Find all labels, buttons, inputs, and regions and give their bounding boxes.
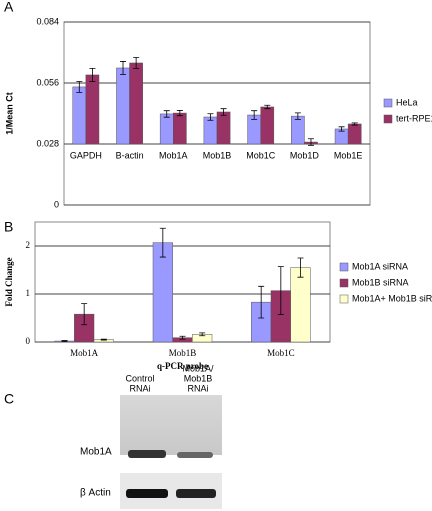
- bar: [216, 111, 231, 145]
- row-label: Mob1A: [80, 447, 112, 458]
- y-axis-label: Fold Change: [4, 257, 14, 306]
- bar: [159, 113, 174, 145]
- band: [176, 489, 216, 498]
- error-bar: [277, 266, 284, 316]
- bar: [203, 116, 218, 145]
- x-tick-label: Mob1E: [334, 150, 363, 160]
- x-tick-label: Mob1B: [203, 150, 232, 160]
- band: [126, 489, 168, 498]
- error-bar: [264, 104, 271, 110]
- y-tick-label: 0.056: [36, 77, 59, 87]
- error-bar: [89, 68, 96, 82]
- legend-label: Mob1A siRNA: [352, 261, 408, 271]
- error-bar: [351, 122, 358, 126]
- x-axis-label: q-PCR probe: [157, 361, 208, 371]
- legend-label: Mob1B siRNA: [352, 277, 409, 287]
- x-tick-label: Mob1B: [169, 348, 197, 358]
- x-tick-label: Mob1D: [290, 150, 320, 160]
- error-bar: [61, 340, 68, 342]
- legend-swatch: [339, 278, 349, 288]
- panel-label: A: [4, 0, 14, 15]
- y-tick-label: 0: [54, 199, 59, 209]
- error-bar: [81, 303, 88, 326]
- legend-swatch: [383, 98, 393, 108]
- y-tick-label: 0.084: [36, 16, 59, 26]
- x-tick-label: Mob1A: [70, 348, 99, 358]
- error-bar: [294, 112, 301, 120]
- bar: [291, 115, 305, 145]
- bar: [72, 86, 87, 145]
- error-bar: [297, 257, 304, 278]
- error-bar: [258, 285, 265, 319]
- bar: [116, 67, 130, 145]
- error-bar: [159, 227, 166, 258]
- panel-label: C: [4, 391, 14, 407]
- error-bar: [120, 61, 127, 75]
- legend-label: tert-RPE1: [396, 113, 432, 123]
- y-tick-label: 1: [26, 288, 31, 298]
- error-bar: [338, 126, 345, 132]
- bar: [129, 62, 143, 145]
- band: [177, 452, 213, 458]
- legend-swatch: [383, 114, 393, 124]
- bar: [347, 123, 362, 145]
- error-bar: [176, 110, 183, 117]
- x-tick-label: B-actin: [116, 150, 144, 160]
- bar: [173, 112, 187, 145]
- lane-label: RNAi: [129, 383, 150, 393]
- lane-label: Mob1A/: [182, 363, 214, 373]
- error-bar: [251, 110, 258, 120]
- error-bar: [307, 138, 314, 146]
- error-bar: [220, 108, 227, 116]
- y-tick-label: 0.028: [36, 138, 59, 148]
- x-tick-label: Mob1C: [246, 150, 276, 160]
- band: [128, 450, 166, 458]
- bar: [152, 242, 173, 343]
- legend-label: Mob1A+ Mob1B siRNA: [352, 293, 432, 303]
- error-bar: [179, 335, 186, 340]
- y-tick-label: 2: [26, 240, 31, 250]
- blot-mob1a: [120, 395, 222, 455]
- panel-label: B: [4, 219, 13, 235]
- bar: [260, 106, 275, 145]
- row-label: β Actin: [80, 488, 111, 499]
- bar: [290, 267, 311, 343]
- legend-swatch: [339, 294, 349, 304]
- error-bar: [199, 332, 206, 337]
- x-tick-label: Mob1A: [159, 150, 188, 160]
- y-tick-label: 0: [26, 336, 31, 346]
- error-bar: [207, 113, 214, 121]
- bar: [85, 74, 100, 145]
- error-bar: [100, 338, 107, 341]
- lane-label: Mob1B: [184, 373, 213, 383]
- x-tick-label: Mob1C: [267, 348, 295, 358]
- lane-label: RNAi: [187, 383, 208, 393]
- legend-label: HeLa: [396, 97, 418, 107]
- lane-label: Control: [125, 373, 154, 383]
- legend-swatch: [339, 262, 349, 272]
- error-bar: [133, 57, 140, 69]
- error-bar: [163, 110, 170, 118]
- x-tick-label: GAPDH: [70, 150, 102, 160]
- y-axis-label: 1/Mean Ct: [4, 92, 14, 135]
- error-bar: [76, 81, 83, 93]
